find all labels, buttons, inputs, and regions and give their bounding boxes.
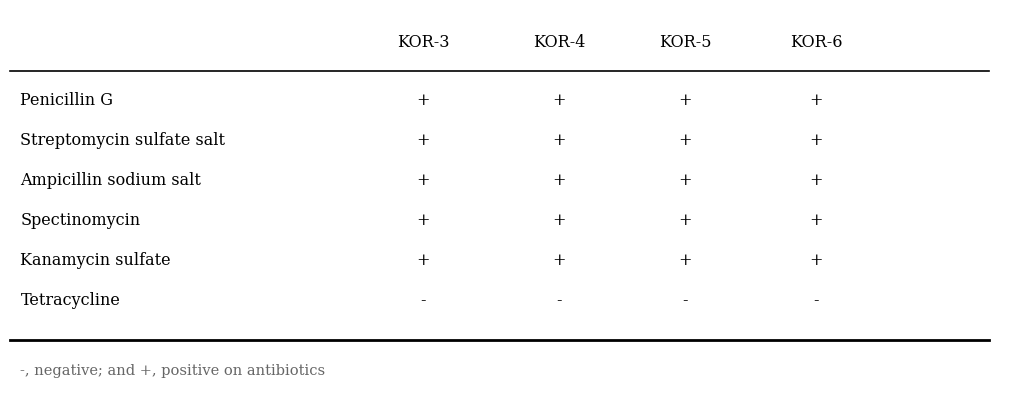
Text: KOR-3: KOR-3 xyxy=(396,34,449,51)
Text: -: - xyxy=(555,292,561,309)
Text: +: + xyxy=(551,132,566,149)
Text: +: + xyxy=(416,212,430,229)
Text: Tetracycline: Tetracycline xyxy=(20,292,120,309)
Text: +: + xyxy=(808,132,822,149)
Text: -, negative; and +, positive on antibiotics: -, negative; and +, positive on antibiot… xyxy=(20,364,325,378)
Text: +: + xyxy=(551,252,566,269)
Text: -: - xyxy=(420,292,426,309)
Text: +: + xyxy=(678,172,692,189)
Text: KOR-6: KOR-6 xyxy=(789,34,842,51)
Text: Penicillin G: Penicillin G xyxy=(20,92,113,109)
Text: KOR-5: KOR-5 xyxy=(658,34,711,51)
Text: +: + xyxy=(551,92,566,109)
Text: Spectinomycin: Spectinomycin xyxy=(20,212,141,229)
Text: +: + xyxy=(416,92,430,109)
Text: +: + xyxy=(678,212,692,229)
Text: +: + xyxy=(551,172,566,189)
Text: +: + xyxy=(551,212,566,229)
Text: KOR-4: KOR-4 xyxy=(532,34,585,51)
Text: +: + xyxy=(808,212,822,229)
Text: +: + xyxy=(808,172,822,189)
Text: -: - xyxy=(682,292,688,309)
Text: +: + xyxy=(416,132,430,149)
Text: Kanamycin sulfate: Kanamycin sulfate xyxy=(20,252,171,269)
Text: Ampicillin sodium salt: Ampicillin sodium salt xyxy=(20,172,201,189)
Text: +: + xyxy=(808,252,822,269)
Text: +: + xyxy=(678,92,692,109)
Text: +: + xyxy=(678,132,692,149)
Text: +: + xyxy=(416,252,430,269)
Text: +: + xyxy=(416,172,430,189)
Text: Streptomycin sulfate salt: Streptomycin sulfate salt xyxy=(20,132,225,149)
Text: +: + xyxy=(678,252,692,269)
Text: -: - xyxy=(812,292,818,309)
Text: +: + xyxy=(808,92,822,109)
